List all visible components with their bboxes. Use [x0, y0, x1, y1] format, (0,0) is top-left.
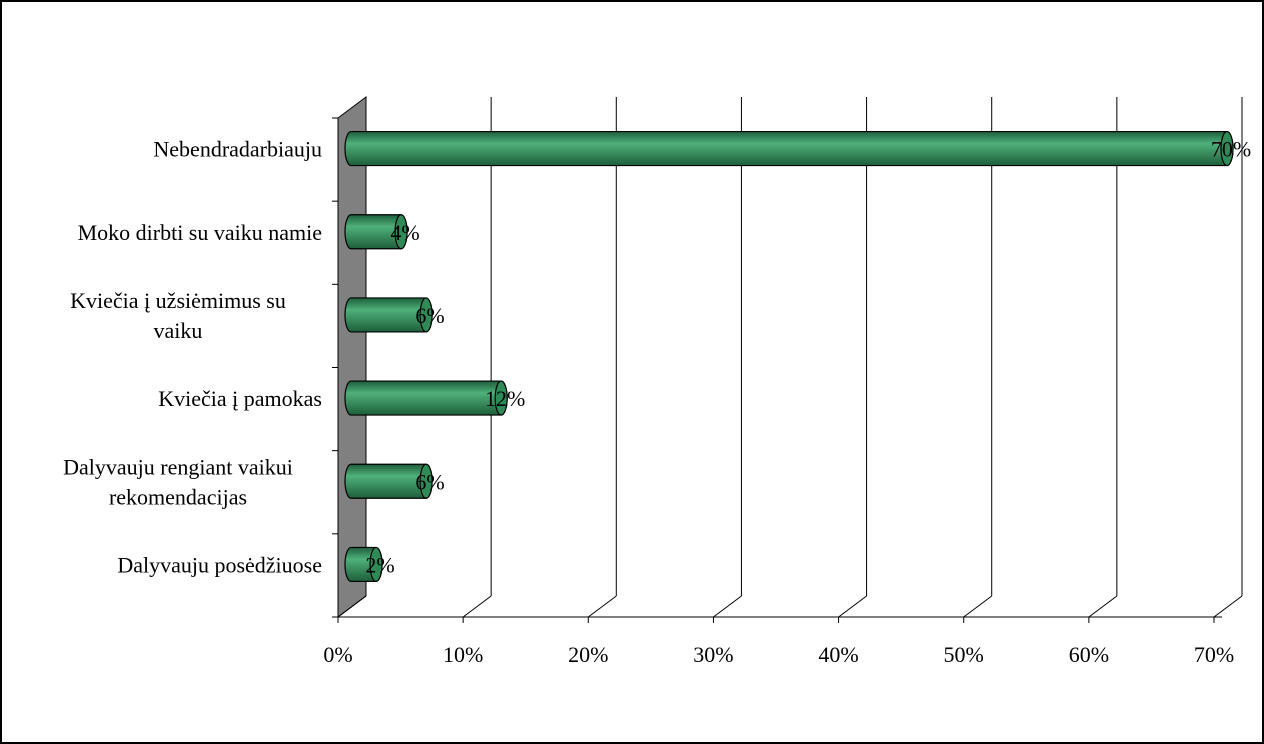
x-tick-label: 20%: [568, 642, 608, 667]
bar: [344, 214, 408, 250]
x-tick-label: 60%: [1069, 642, 1109, 667]
bar-cap: [494, 380, 508, 416]
data-label: 2%: [365, 552, 394, 577]
x-tick-label: 50%: [944, 642, 984, 667]
x-tick-label: 0%: [323, 642, 352, 667]
bars: [344, 130, 1234, 583]
category-labels: Nebendradarbiauju Moko dirbti su vaiku na…: [63, 137, 322, 578]
data-label: 6%: [415, 303, 444, 328]
category-label: Moko dirbti su vaiku namie: [78, 220, 322, 245]
bar-cap: [1220, 130, 1234, 167]
x-tick-label: 10%: [443, 642, 483, 667]
bar: [344, 463, 433, 499]
bar-cap: [394, 214, 408, 250]
floor-gridline: [963, 595, 993, 618]
floor-gridline: [462, 595, 492, 618]
floor-gridline: [337, 595, 367, 618]
floor-gridline: [587, 595, 617, 618]
data-label: 4%: [390, 220, 419, 245]
data-label: 12%: [485, 386, 525, 411]
bar-cap: [419, 463, 433, 499]
bar: [344, 130, 1234, 167]
category-label: Dalyvauju posėdžiuose: [117, 552, 322, 577]
bar: [344, 380, 508, 416]
data-label: 70%: [1211, 137, 1251, 162]
category-label: Kviečia į užsiėmimus su vaiku: [70, 288, 286, 343]
floor-gridline: [1213, 595, 1243, 618]
floor-gridline: [1088, 595, 1118, 618]
category-label: Dalyvauju rengiant vaikui rekomendacijas: [63, 454, 293, 509]
data-label: 6%: [415, 469, 444, 494]
bar-cap: [419, 297, 433, 333]
x-axis-ticks: 0% 10% 20% 30% 40% 50% 60% 70%: [323, 642, 1234, 667]
x-tick-label: 40%: [818, 642, 858, 667]
bar-cap: [369, 546, 383, 583]
data-labels: 70% 4% 6% 12% 6% 2%: [365, 137, 1251, 578]
category-label: Nebendradarbiauju: [153, 137, 322, 162]
bar: [344, 297, 433, 333]
category-label: Kviečia į pamokas: [158, 386, 322, 411]
floor-gridline: [713, 595, 742, 618]
side-wall: [337, 96, 367, 618]
bar: [344, 546, 383, 583]
bar-body: [344, 130, 1234, 167]
gridlines: [332, 97, 1243, 623]
x-tick-label: 30%: [693, 642, 733, 667]
bar-body: [344, 380, 508, 416]
floor-gridline: [838, 595, 867, 618]
x-tick-label: 70%: [1194, 642, 1234, 667]
chart-walls: [337, 96, 1222, 618]
